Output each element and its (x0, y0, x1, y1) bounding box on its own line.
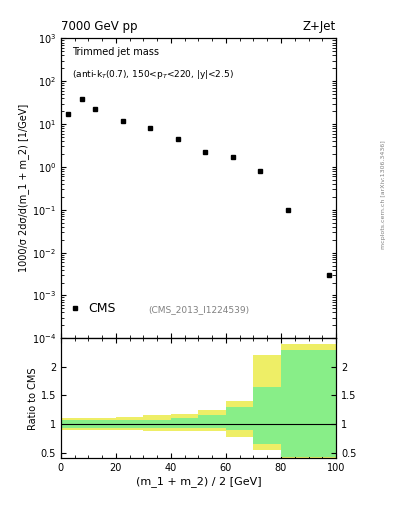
Text: Z+Jet: Z+Jet (303, 20, 336, 33)
Text: CMS: CMS (88, 302, 116, 315)
Text: Trimmed jet mass: Trimmed jet mass (72, 48, 159, 57)
Text: (anti-k$_T$(0.7), 150<p$_T$<220, |y|<2.5): (anti-k$_T$(0.7), 150<p$_T$<220, |y|<2.5… (72, 69, 234, 81)
Text: (CMS_2013_I1224539): (CMS_2013_I1224539) (148, 305, 249, 314)
Text: 7000 GeV pp: 7000 GeV pp (61, 20, 138, 33)
X-axis label: (m_1 + m_2) / 2 [GeV]: (m_1 + m_2) / 2 [GeV] (136, 476, 261, 487)
Y-axis label: 1000/σ 2dσ/d(m_1 + m_2) [1/GeV]: 1000/σ 2dσ/d(m_1 + m_2) [1/GeV] (18, 104, 29, 272)
Text: mcplots.cern.ch [arXiv:1306.3436]: mcplots.cern.ch [arXiv:1306.3436] (381, 140, 386, 249)
Y-axis label: Ratio to CMS: Ratio to CMS (28, 367, 38, 430)
